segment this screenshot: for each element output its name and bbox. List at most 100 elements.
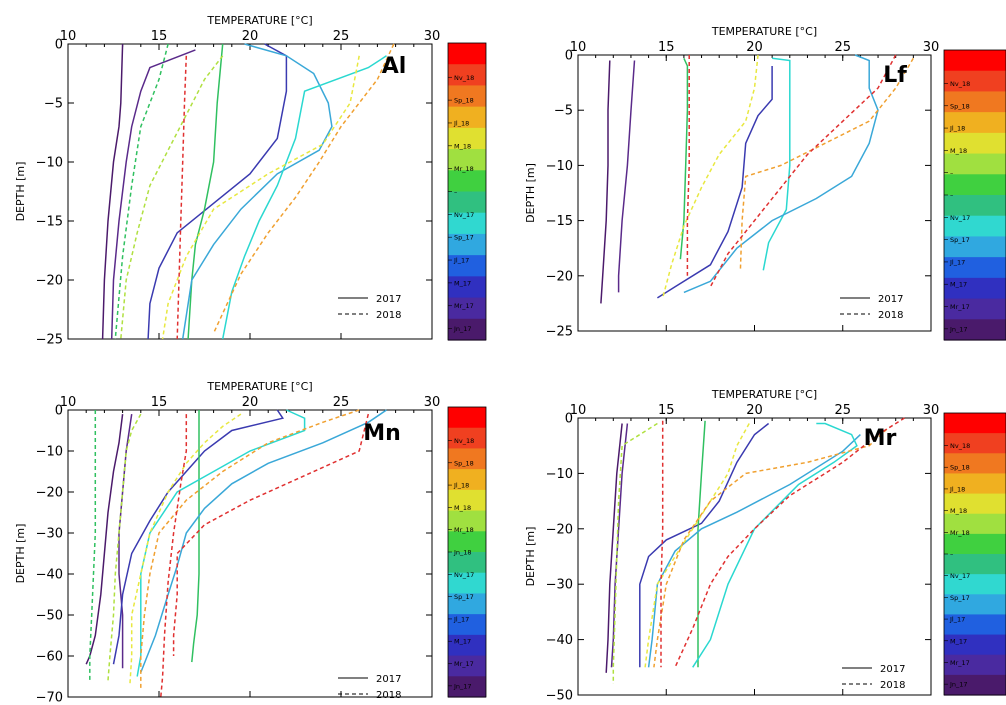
x-tick-label: 10: [570, 403, 587, 418]
series-line-nv_17-solid: [136, 409, 306, 677]
colorbar-label: Jl_17: [453, 257, 469, 265]
colorbar-label: Sp_17: [454, 234, 474, 242]
colorbar-label: M_17: [454, 279, 471, 287]
panel-label: Al: [382, 54, 407, 79]
colorbar: Nv_18 Sp_18 Jl_18 M_18 Mr_18 Jn_18 Nv_17 Sp_17 J…: [447, 406, 487, 698]
y-tick-label: −50: [546, 689, 573, 704]
x-tick-label: 25: [834, 40, 851, 55]
colorbar-segment: [944, 674, 1006, 696]
y-tick-label: −20: [546, 269, 573, 284]
colorbar-segment: [944, 654, 1006, 676]
plot-frame: [577, 417, 932, 696]
colorbar-segment: [944, 174, 1006, 196]
series-line-jl_18-dashed: [129, 413, 242, 685]
colorbar-label: Sp_18: [454, 459, 474, 467]
y-tick-label: −70: [36, 691, 63, 705]
y-tick-label: −30: [546, 578, 573, 593]
series-line-mr_17-solid: [610, 423, 629, 668]
colorbar-label: Nv_17: [950, 214, 970, 222]
colorbar-label: –: [454, 188, 457, 196]
plot-frame: [577, 54, 932, 332]
colorbar-segment: [944, 533, 1006, 555]
y-tick-label: −20: [36, 274, 63, 289]
x-tick-label: 30: [424, 29, 441, 44]
colorbar: Nv_18 Sp_18 Jl_18 M_18 – – Nv_17 Sp_17 Jl_17 M_17…: [943, 49, 1006, 341]
series-line-sp_17-solid: [647, 434, 861, 668]
series-line-nv_18-dashed: [709, 54, 897, 288]
y-tick-label: 0: [565, 49, 573, 64]
x-tick-label: 30: [424, 395, 441, 410]
colorbar-label: M_17: [950, 281, 967, 289]
legend-dashed-label: 2018: [878, 310, 903, 321]
colorbar-segment: [448, 318, 486, 341]
colorbar-label: Sp_17: [950, 594, 970, 602]
colorbar-segment: [448, 572, 486, 595]
colorbar-segment: [944, 614, 1006, 636]
y-axis-title: DEPTH [m]: [14, 524, 27, 584]
colorbar-segment: [944, 298, 1006, 320]
y-tick-label: 0: [565, 412, 573, 427]
x-axis-title: TEMPERATURE [°C]: [711, 25, 817, 38]
x-axis-title: TEMPERATURE [°C]: [711, 388, 817, 401]
colorbar-label: M_18: [454, 504, 471, 512]
colorbar-label: Jl_18: [453, 119, 469, 127]
colorbar-segment: [448, 191, 486, 214]
colorbar: Nv_18 Sp_18 Jl_18 M_18 Mr_18 – Nv_17 Sp_17 Jl_17…: [447, 42, 487, 341]
colorbar-segment: [944, 473, 1006, 495]
colorbar-segment: [944, 277, 1006, 300]
colorbar-label: Mr_17: [950, 303, 970, 311]
colorbar-label: Sp_17: [950, 236, 970, 244]
series-line-nv_18-dashed: [160, 414, 188, 698]
colorbar-segment: [448, 255, 486, 277]
panel-label: Mn: [363, 421, 401, 446]
colorbar-label: Jn_17: [949, 325, 968, 333]
y-tick-label: −25: [36, 333, 63, 348]
colorbar-segment: [448, 85, 486, 108]
colorbar-segment: [944, 574, 1006, 595]
legend-solid-label: 2017: [880, 664, 905, 675]
series-line-mr_17-solid: [110, 49, 196, 340]
colorbar-label: Jl_18: [949, 485, 965, 493]
y-axis-title: DEPTH [m]: [524, 527, 537, 587]
y-tick-label: 0: [55, 404, 63, 419]
colorbar-segment: [944, 493, 1006, 515]
series-line-sp_17-solid: [683, 54, 879, 294]
series-line-jn_18-solid: [697, 420, 706, 668]
colorbar-label: Mr_17: [454, 660, 474, 668]
series-line-mr_17-solid: [118, 413, 133, 669]
colorbar-segment: [944, 634, 1006, 656]
series-line-nv_18-dashed: [660, 420, 664, 668]
x-axis-title: TEMPERATURE [°C]: [206, 14, 312, 27]
colorbar-label: Sp_18: [454, 97, 474, 105]
colorbar-segment: [944, 112, 1006, 134]
colorbar-label: Nv_17: [950, 572, 970, 580]
colorbar-segment: [448, 170, 486, 193]
x-tick-label: 20: [746, 403, 763, 418]
colorbar-segment: [944, 50, 1006, 72]
series-line-jn_18-dashed: [114, 43, 169, 340]
series-line-nv_17-solid: [221, 55, 387, 340]
series-line-nv_18-dashed: [674, 417, 905, 668]
colorbar-segment: [448, 634, 486, 657]
x-tick-label: 20: [242, 29, 259, 44]
colorbar-segment: [944, 453, 1006, 475]
series-line-jn_17-solid: [101, 43, 124, 340]
y-tick-label: −25: [546, 325, 573, 340]
colorbar-label: Nv_18: [454, 74, 474, 82]
colorbar-label: –: [950, 169, 953, 177]
panel-label: Mr: [864, 426, 897, 451]
colorbar-segment: [944, 513, 1006, 535]
legend-dashed-label: 2018: [376, 690, 401, 701]
colorbar-label: Jn_17: [453, 682, 472, 690]
series-line-sp_17-solid: [181, 43, 333, 340]
colorbar-segment: [944, 132, 1006, 155]
colorbar-segment: [448, 64, 486, 87]
series-line-jn_18-solid: [187, 43, 224, 340]
colorbar-segment: [944, 594, 1006, 616]
legend-solid-label: 2017: [878, 294, 903, 305]
series-line-sp_18-dashed: [140, 409, 360, 689]
colorbar-label: Sp_18: [950, 464, 970, 472]
colorbar-segment: [448, 614, 486, 636]
colorbar: Nv_18 Sp_18 Jl_18 M_18 Mr_18 – Nv_17 Sp_17 Jl_17…: [943, 412, 1006, 696]
